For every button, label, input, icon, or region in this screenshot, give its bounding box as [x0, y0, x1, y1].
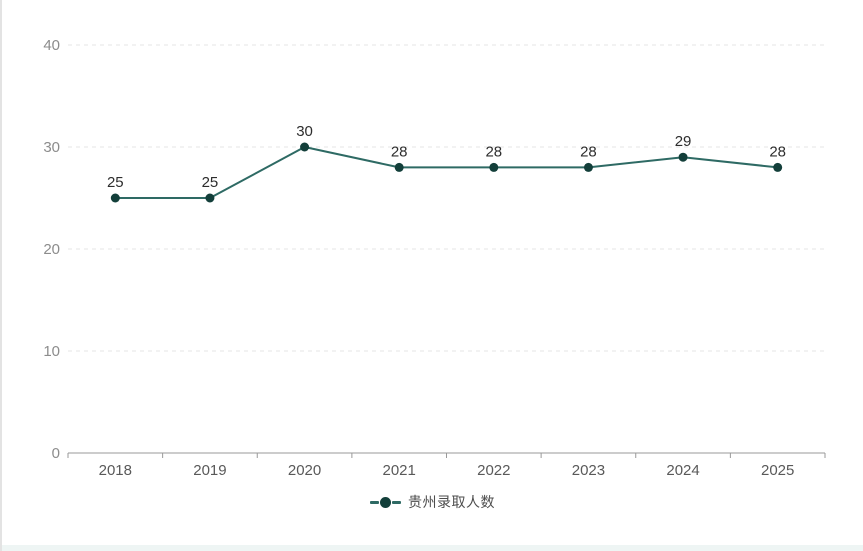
data-point[interactable]	[489, 162, 499, 172]
legend-line-dot-icon	[370, 496, 401, 508]
legend: 贵州录取人数	[2, 492, 863, 512]
x-tick-label: 2020	[288, 462, 321, 479]
bottom-accent-band	[2, 545, 863, 551]
data-point[interactable]	[678, 152, 688, 162]
y-tick-label: 40	[43, 37, 60, 54]
data-point[interactable]	[205, 193, 215, 203]
legend-dot-icon	[380, 496, 391, 508]
y-tick-label: 30	[43, 139, 60, 156]
data-point-label: 28	[769, 143, 786, 160]
y-tick-label: 20	[43, 241, 60, 258]
legend-dash-right	[392, 500, 401, 504]
x-tick-label: 2018	[99, 462, 132, 479]
y-tick-label: 10	[43, 343, 60, 360]
legend-label: 贵州录取人数	[408, 494, 495, 510]
data-point[interactable]	[394, 162, 404, 172]
x-tick-label: 2021	[383, 462, 416, 479]
legend-item-guizhou[interactable]: 贵州录取人数	[370, 492, 495, 512]
data-point[interactable]	[773, 162, 783, 172]
data-point-label: 29	[675, 133, 692, 150]
data-point-label: 25	[107, 174, 124, 191]
data-point-label: 30	[296, 123, 313, 140]
x-tick-label: 2025	[761, 462, 794, 479]
data-point[interactable]	[300, 142, 310, 152]
y-tick-label: 0	[52, 445, 60, 462]
legend-dash-left	[370, 500, 379, 504]
data-point-label: 28	[580, 143, 597, 160]
x-tick-label: 2024	[666, 462, 699, 479]
data-point-label: 25	[202, 174, 219, 191]
x-tick-label: 2019	[193, 462, 226, 479]
x-tick-label: 2023	[572, 462, 605, 479]
data-point[interactable]	[110, 193, 120, 203]
series-line	[115, 146, 778, 199]
data-point[interactable]	[583, 162, 593, 172]
x-tick-label: 2022	[477, 462, 510, 479]
data-point-label: 28	[485, 143, 502, 160]
data-point-label: 28	[391, 143, 408, 160]
